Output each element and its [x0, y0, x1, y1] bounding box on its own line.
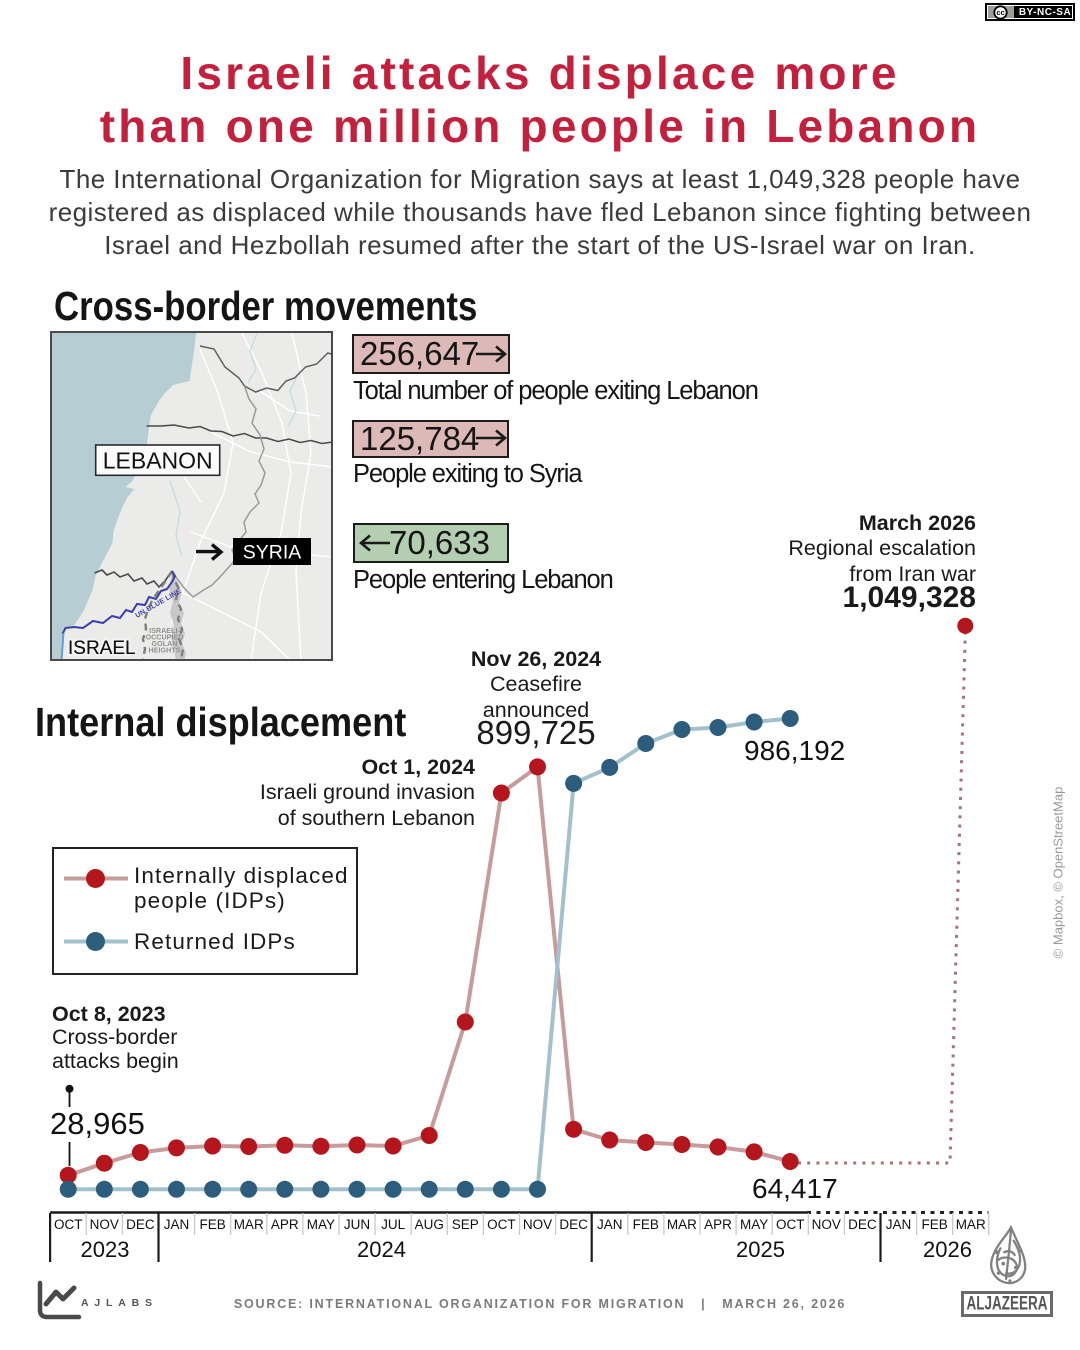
svg-text:MAR: MAR — [667, 1217, 697, 1232]
svg-text:APR: APR — [271, 1217, 299, 1232]
svg-text:LEBANON: LEBANON — [103, 447, 213, 473]
svg-text:JAN: JAN — [164, 1217, 190, 1232]
svg-text:JUL: JUL — [381, 1217, 405, 1232]
svg-text:DEC: DEC — [559, 1217, 588, 1232]
svg-text:OCT: OCT — [487, 1217, 516, 1232]
svg-text:FEB: FEB — [921, 1217, 947, 1232]
svg-text:JAN: JAN — [886, 1217, 912, 1232]
svg-text:ALJAZEERA: ALJAZEERA — [967, 1294, 1048, 1315]
svg-text:MAR: MAR — [956, 1217, 986, 1232]
svg-text:2023: 2023 — [81, 1237, 130, 1262]
svg-text:ISRAELI-: ISRAELI- — [149, 626, 180, 635]
svg-text:SEP: SEP — [452, 1217, 479, 1232]
svg-text:NOV: NOV — [523, 1217, 552, 1232]
svg-text:JUN: JUN — [344, 1217, 370, 1232]
svg-text:JAN: JAN — [597, 1217, 623, 1232]
svg-text:MAY: MAY — [740, 1217, 768, 1232]
svg-text:AUG: AUG — [415, 1217, 444, 1232]
svg-text:NOV: NOV — [90, 1217, 119, 1232]
svg-text:ISRAEL: ISRAEL — [68, 638, 136, 659]
svg-text:OCCUPIED: OCCUPIED — [146, 633, 184, 642]
svg-text:ISRAEL: ISRAEL — [68, 638, 136, 659]
svg-text:MAR: MAR — [234, 1217, 264, 1232]
svg-text:2025: 2025 — [736, 1237, 785, 1262]
svg-text:HEIGHTS: HEIGHTS — [149, 646, 181, 655]
svg-text:2024: 2024 — [357, 1237, 406, 1262]
svg-text:cc: cc — [996, 8, 1004, 17]
svg-text:FEB: FEB — [199, 1217, 225, 1232]
svg-text:GOLAN: GOLAN — [152, 639, 178, 648]
svg-text:OCT: OCT — [54, 1217, 83, 1232]
svg-text:APR: APR — [704, 1217, 732, 1232]
svg-text:NOV: NOV — [812, 1217, 841, 1232]
svg-text:2026: 2026 — [923, 1237, 972, 1262]
svg-text:FEB: FEB — [633, 1217, 659, 1232]
svg-text:DEC: DEC — [848, 1217, 877, 1232]
svg-text:OCT: OCT — [776, 1217, 805, 1232]
svg-text:SYRIA: SYRIA — [243, 542, 302, 564]
svg-text:DEC: DEC — [126, 1217, 155, 1232]
svg-text:MAY: MAY — [307, 1217, 335, 1232]
